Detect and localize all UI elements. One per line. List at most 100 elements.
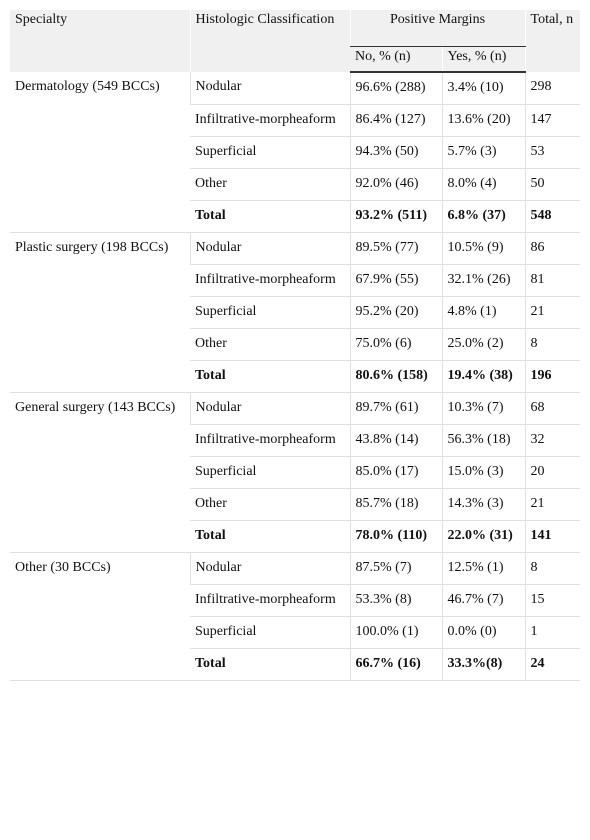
header-cell: Specialty: [10, 10, 190, 72]
table-cell: Total: [190, 520, 350, 553]
specialty-cell: General surgery (143 BCCs): [10, 392, 190, 553]
table-cell: 25.0% (2): [441, 328, 525, 361]
table-cell: 10.3% (7): [441, 392, 525, 425]
table-cell: 21: [524, 296, 580, 329]
table-row: Other (30 BCCs) Nodular 87.5% (7) 12.5% (1)…: [10, 552, 580, 681]
table-cell: Infiltrative-morpheaform: [190, 264, 350, 297]
table-cell: 95.2% (20): [349, 296, 442, 329]
table-row: Total 93.2% (511) 6.8% (37) 548: [10, 200, 580, 233]
table-cell: Other: [190, 328, 350, 361]
table-row: Superficial 94.3% (50) 5.7% (3) 53: [10, 136, 580, 169]
table-cell: Nodular: [189, 72, 350, 105]
table-row: General surgery (143 BCCs) Nodular 89.7% (…: [10, 392, 580, 553]
table-cell: 19.4% (38): [441, 360, 525, 393]
table-row: Infiltrative-morpheaform 43.8% (14) 56.3% …: [10, 424, 580, 457]
table-cell: 67.9% (55): [349, 264, 442, 297]
table-cell: 13.6% (20): [441, 104, 525, 137]
table-cell: 5.7% (3): [441, 136, 525, 169]
table-row: Infiltrative-morpheaform 53.3% (8) 46.7% (…: [10, 584, 580, 617]
table-cell: 53: [524, 136, 580, 169]
table-cell: Total: [190, 360, 350, 393]
header-cell: Yes, % (n): [441, 46, 525, 73]
header-cell: No, % (n): [350, 46, 442, 73]
table-cell: 548: [524, 200, 580, 233]
table-cell: Superficial: [190, 616, 350, 649]
table-cell: 87.5% (7): [349, 552, 442, 585]
table-cell: 0.0% (0): [441, 616, 525, 649]
table-cell: 43.8% (14): [349, 424, 442, 457]
table-cell: 15.0% (3): [441, 456, 525, 489]
table-row: Infiltrative-morpheaform 86.4% (127) 13.6%…: [10, 104, 580, 137]
table-row: Dermatology (549 BCCs) Nodular 96.6% (288)…: [10, 72, 580, 233]
table-cell: 68: [524, 392, 580, 425]
specialty-cell: Other (30 BCCs): [10, 552, 190, 681]
table-header: Specialty Histologic Classification Posi…: [10, 10, 580, 73]
table-cell: 15: [524, 584, 580, 617]
table-cell: Infiltrative-morpheaform: [190, 424, 350, 457]
table-cell: 20: [524, 456, 580, 489]
table-cell: 86.4% (127): [349, 104, 442, 137]
table-cell: 66.7% (16): [349, 648, 442, 681]
data-table: Specialty Histologic Classification Posi…: [10, 10, 580, 681]
table-cell: 96.6% (288): [349, 72, 442, 105]
header-cell: Total, n: [524, 10, 580, 72]
table-cell: Infiltrative-morpheaform: [190, 584, 350, 617]
table-cell: 92.0% (46): [349, 168, 442, 201]
table-row: Total 78.0% (110) 22.0% (31) 141: [10, 520, 580, 553]
table-cell: Superficial: [190, 136, 350, 169]
table-cell: 78.0% (110): [349, 520, 442, 553]
table-row: Infiltrative-morpheaform 67.9% (55) 32.1% …: [10, 264, 580, 297]
table-body: Dermatology (549 BCCs) Nodular 96.6% (288)…: [10, 72, 580, 681]
table-cell: 24: [524, 648, 580, 681]
table-cell: 8: [524, 552, 580, 585]
table-cell: 53.3% (8): [349, 584, 442, 617]
header-cell: Histologic Classification: [189, 10, 350, 72]
table-row: Superficial 95.2% (20) 4.8% (1) 21: [10, 296, 580, 329]
table-cell: 86: [524, 232, 580, 265]
table-cell: 32.1% (26): [441, 264, 525, 297]
table-cell: 56.3% (18): [441, 424, 525, 457]
table-cell: 141: [524, 520, 580, 553]
table-cell: 196: [524, 360, 580, 393]
table-cell: 1: [524, 616, 580, 649]
specialty-cell: Plastic surgery (198 BCCs): [10, 232, 190, 393]
table-cell: 46.7% (7): [441, 584, 525, 617]
table-row: Superficial 85.0% (17) 15.0% (3) 20: [10, 456, 580, 489]
table-cell: 94.3% (50): [349, 136, 442, 169]
table-row: Other 75.0% (6) 25.0% (2) 8: [10, 328, 580, 361]
table-cell: 22.0% (31): [441, 520, 525, 553]
table-cell: 80.6% (158): [349, 360, 442, 393]
table-cell: 14.3% (3): [441, 488, 525, 521]
table-cell: 3.4% (10): [441, 72, 525, 105]
table-cell: 8.0% (4): [441, 168, 525, 201]
table-cell: Other: [190, 168, 350, 201]
table-row: Plastic surgery (198 BCCs) Nodular 89.5% (…: [10, 232, 580, 393]
table-cell: 89.5% (77): [349, 232, 442, 265]
table-cell: 8: [524, 328, 580, 361]
table-cell: Superficial: [190, 456, 350, 489]
header-cell: Positive Margins: [349, 10, 525, 47]
table-row: Other 92.0% (46) 8.0% (4) 50: [10, 168, 580, 201]
table-cell: Nodular: [189, 552, 350, 585]
table-cell: 93.2% (511): [349, 200, 442, 233]
table-cell: Superficial: [190, 296, 350, 329]
table-cell: 85.0% (17): [349, 456, 442, 489]
table-cell: Infiltrative-morpheaform: [190, 104, 350, 137]
table-cell: 81: [524, 264, 580, 297]
table-cell: 298: [524, 72, 580, 105]
table-row: Superficial 100.0% (1) 0.0% (0) 1: [10, 616, 580, 649]
table-cell: 6.8% (37): [441, 200, 525, 233]
table-cell: Nodular: [189, 232, 350, 265]
table-row: Total 66.7% (16) 33.3%(8) 24: [10, 648, 580, 681]
table-cell: Other: [190, 488, 350, 521]
table-cell: 32: [524, 424, 580, 457]
table-cell: Total: [190, 648, 350, 681]
table-cell: 50: [524, 168, 580, 201]
table-cell: 33.3%(8): [441, 648, 525, 681]
table-cell: 100.0% (1): [349, 616, 442, 649]
table-cell: Total: [190, 200, 350, 233]
table-cell: 85.7% (18): [349, 488, 442, 521]
specialty-cell: Dermatology (549 BCCs): [10, 72, 190, 233]
table-cell: 75.0% (6): [349, 328, 442, 361]
